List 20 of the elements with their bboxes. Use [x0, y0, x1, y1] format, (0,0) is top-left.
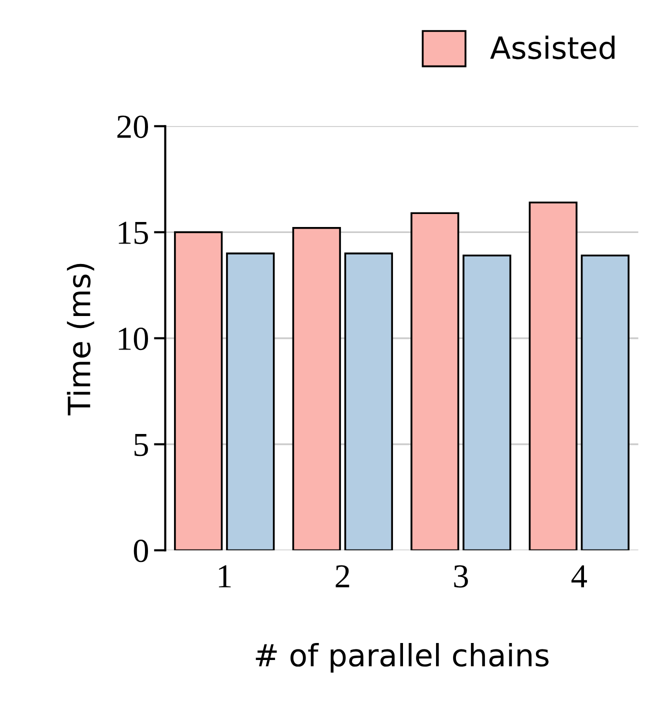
- bar: [528, 202, 578, 550]
- x-axis-title: # of parallel chains: [256, 643, 549, 673]
- x-tick-label: 3: [454, 565, 468, 588]
- x-tick-label: 1: [218, 565, 231, 588]
- bar: [226, 252, 275, 550]
- y-tick-label: 15: [118, 222, 148, 244]
- bar: [292, 227, 341, 550]
- legend-label: Assisted: [490, 36, 614, 60]
- bar: [344, 252, 393, 550]
- bar: [174, 231, 223, 550]
- y-axis-title: Time (ms): [66, 264, 94, 416]
- bar: [462, 254, 512, 550]
- y-tick-label: 0: [134, 540, 148, 562]
- y-tick-label: 5: [134, 434, 148, 456]
- y-tick-label: 20: [117, 116, 148, 138]
- bar: [410, 212, 460, 550]
- x-tick-label: 2: [336, 565, 350, 588]
- bar: [580, 254, 630, 550]
- y-tick-label: 10: [118, 328, 148, 350]
- x-tick-label: 4: [571, 565, 587, 588]
